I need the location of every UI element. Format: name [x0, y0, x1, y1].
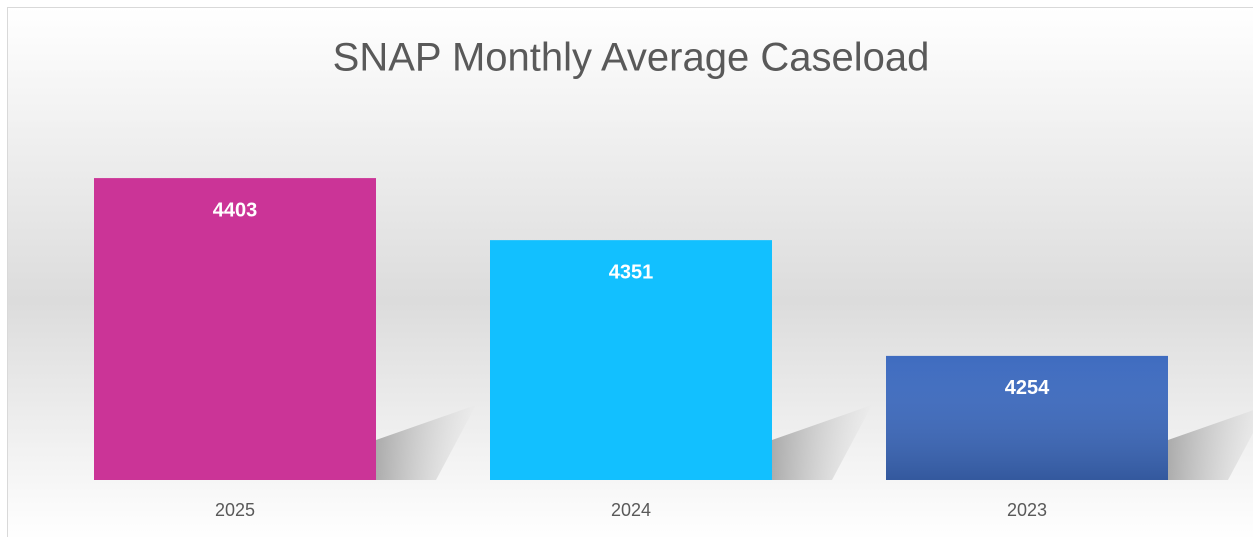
- data-label: 4254: [1005, 377, 1050, 399]
- chart-title: SNAP Monthly Average Caseload: [333, 36, 930, 80]
- bar: [94, 178, 376, 480]
- x-tick-label: 2023: [1007, 500, 1047, 520]
- x-tick-label: 2025: [215, 500, 255, 520]
- x-tick-label: 2024: [611, 500, 651, 520]
- data-label: 4351: [609, 261, 654, 283]
- bar-shadow: [1168, 410, 1253, 480]
- data-label: 4403: [213, 199, 258, 221]
- bar-shade: [886, 355, 1168, 480]
- bar-shadow: [772, 405, 872, 480]
- bar: [490, 240, 772, 480]
- bar-shadow: [376, 405, 476, 480]
